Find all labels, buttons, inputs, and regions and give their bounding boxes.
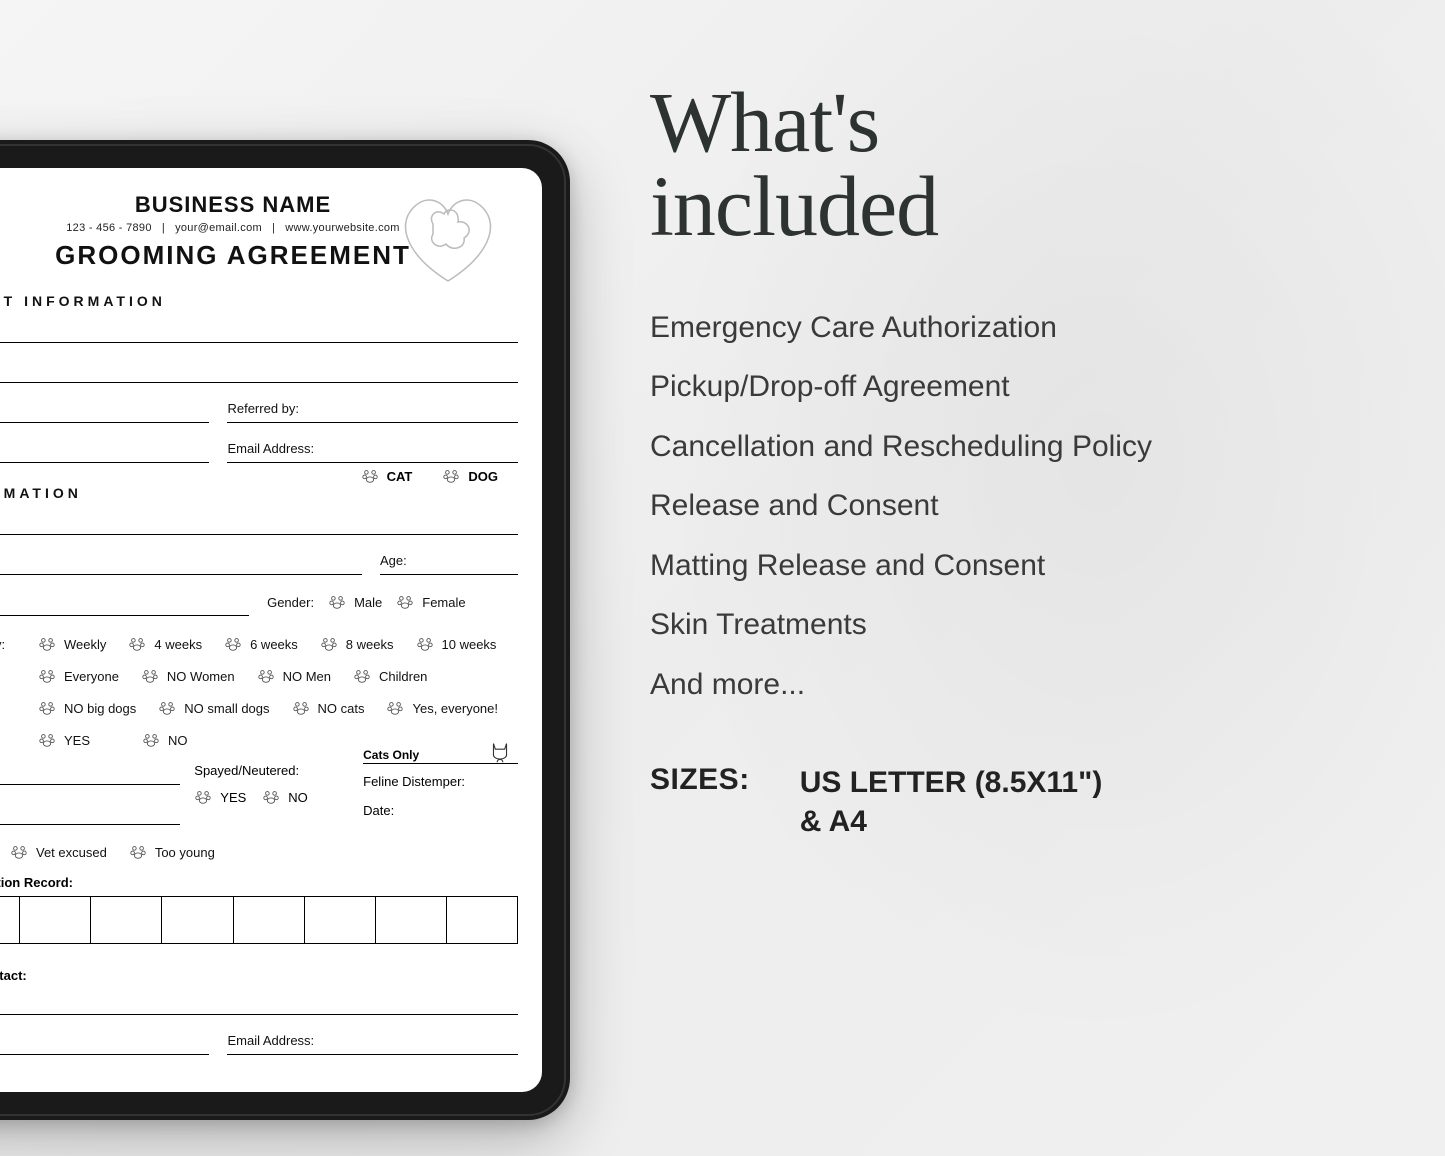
opt-weekly[interactable]: Weekly: [38, 635, 106, 653]
row-friendly-yn: endly: YES NO: [0, 731, 518, 749]
tablet-screen: BUSINESS NAME 123 - 456 - 7890 | your@em…: [0, 168, 542, 1092]
field-pet-name[interactable]: me:: [0, 513, 518, 535]
opt-spayed-no[interactable]: NO: [262, 788, 308, 806]
field-name[interactable]: e:: [0, 321, 518, 343]
field-email[interactable]: Email Address:: [227, 441, 518, 463]
field-hospital[interactable]: pital:: [0, 763, 180, 785]
label-animal-friendly: riendly:: [0, 701, 16, 716]
headline-line2: included: [650, 158, 938, 254]
opt-8weeks[interactable]: 8 weeks: [320, 635, 394, 653]
field-referred[interactable]: Referred by:: [227, 401, 518, 423]
business-email: your@email.com: [175, 222, 262, 234]
sizes-value: US LETTER (8.5X11") & A4: [800, 763, 1103, 841]
feature-item: Cancellation and Rescheduling Policy: [650, 428, 1350, 466]
label-friendly: endly:: [0, 733, 16, 748]
label-feline: Feline Distemper:: [363, 774, 518, 789]
gender-group: Gender: Male Female: [267, 593, 518, 617]
checkbox-female[interactable]: Female: [396, 593, 465, 611]
label-vacc-record: Vaccination Record:: [0, 875, 518, 890]
opt-no[interactable]: NO: [142, 731, 188, 749]
paw-icon: [442, 467, 460, 485]
field-date[interactable]: te:: [0, 401, 209, 423]
label-cats-only: Cats Only: [363, 748, 425, 762]
field-emerg-phone[interactable]: umber:: [0, 1033, 209, 1055]
label-people-friendly: riendly:: [0, 669, 16, 684]
row-animal-friendly: riendly: NO big dogs NO small dogs NO ca…: [0, 699, 518, 717]
feature-item: And more...: [650, 666, 1350, 704]
label-emergency: ncy Contact:: [0, 968, 518, 983]
paw-icon: [396, 593, 414, 611]
business-phone: 123 - 456 - 7890: [66, 222, 152, 234]
opt-4weeks[interactable]: 4 weeks: [128, 635, 202, 653]
row-frequency: requency: Weekly 4 weeks 6 weeks 8 weeks…: [0, 635, 518, 653]
field-vet-phone[interactable]: ne:: [0, 803, 180, 825]
opt-no-cats[interactable]: NO cats: [292, 699, 365, 717]
paw-icon: [328, 593, 346, 611]
business-website: www.yourwebsite.com: [285, 222, 400, 234]
opt-no-women[interactable]: NO Women: [141, 667, 235, 685]
feature-item: Matting Release and Consent: [650, 547, 1350, 585]
label-date: Date:: [363, 803, 518, 818]
row-people-friendly: riendly: Everyone NO Women NO Men Childr…: [0, 667, 518, 685]
vaccination-table[interactable]: [0, 896, 518, 944]
feature-item: Emergency Care Authorization: [650, 309, 1350, 347]
opt-6weeks[interactable]: 6 weeks: [224, 635, 298, 653]
checkbox-male[interactable]: Male: [328, 593, 382, 611]
opt-children[interactable]: Children: [353, 667, 427, 685]
opt-no-big-dogs[interactable]: NO big dogs: [38, 699, 136, 717]
opt-yes[interactable]: YES: [38, 731, 90, 749]
feature-list: Emergency Care Authorization Pickup/Drop…: [650, 309, 1350, 704]
tablet-device: BUSINESS NAME 123 - 456 - 7890 | your@em…: [0, 140, 570, 1120]
feature-item: Release and Consent: [650, 487, 1350, 525]
field-breed[interactable]: [0, 553, 362, 575]
feature-item: Skin Treatments: [650, 606, 1350, 644]
field-phone[interactable]: umber:: [0, 441, 209, 463]
headline-line1: What's: [650, 74, 879, 170]
pet-heart-logo: [388, 186, 508, 296]
cats-only-section: Cats Only Feline Distemper: Date:: [363, 763, 518, 818]
label-spayed: Spayed/Neutered:: [194, 763, 349, 778]
field-blank[interactable]: [0, 361, 518, 383]
label-gender: Gender:: [267, 595, 314, 610]
checkbox-cat[interactable]: CAT: [361, 467, 413, 485]
opt-spayed-yes[interactable]: YES: [194, 788, 246, 806]
field-emerg-name[interactable]: e:: [0, 993, 518, 1015]
label-frequency: requency:: [0, 637, 16, 652]
feature-item: Pickup/Drop-off Agreement: [650, 368, 1350, 406]
field-markings[interactable]: s:: [0, 594, 249, 616]
opt-10weeks[interactable]: 10 weeks: [416, 635, 497, 653]
row-vaccination: tion: Vet excused Too young: [0, 843, 518, 861]
field-emerg-email[interactable]: Email Address:: [227, 1033, 518, 1055]
cat-icon: [486, 738, 514, 766]
headline: What's included: [650, 80, 1350, 249]
section-pet-info: NFORMATION: [0, 485, 518, 501]
sizes-row: SIZES: US LETTER (8.5X11") & A4: [650, 763, 1350, 841]
opt-yes-everyone[interactable]: Yes, everyone!: [386, 699, 498, 717]
opt-vet-excused[interactable]: Vet excused: [10, 843, 107, 861]
field-age[interactable]: Age:: [380, 553, 518, 575]
opt-everyone[interactable]: Everyone: [38, 667, 119, 685]
opt-no-small-dogs[interactable]: NO small dogs: [158, 699, 269, 717]
marketing-panel: What's included Emergency Care Authoriza…: [650, 80, 1390, 841]
form-document: BUSINESS NAME 123 - 456 - 7890 | your@em…: [0, 192, 518, 1055]
paw-icon: [361, 467, 379, 485]
checkbox-dog[interactable]: DOG: [442, 467, 498, 485]
opt-no-men[interactable]: NO Men: [257, 667, 331, 685]
opt-too-young[interactable]: Too young: [129, 843, 215, 861]
sizes-label: SIZES:: [650, 763, 750, 797]
